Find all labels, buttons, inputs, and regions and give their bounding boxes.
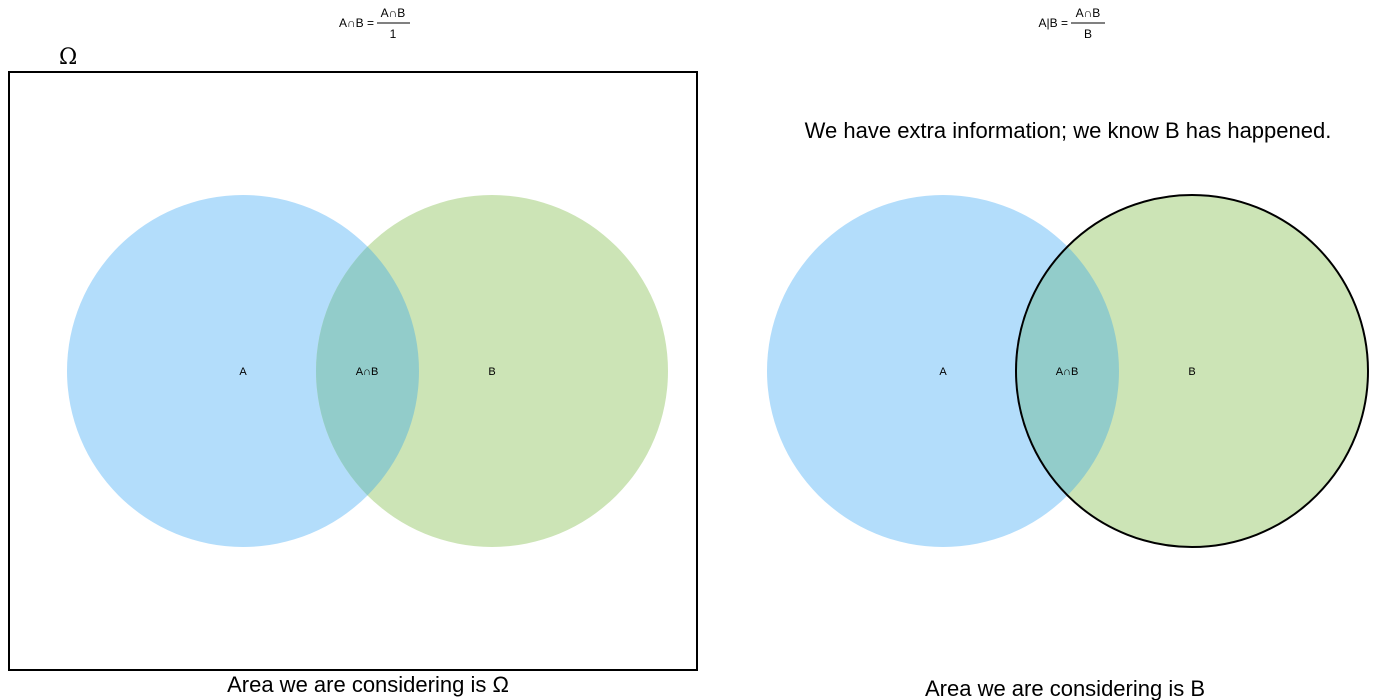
set-b-label: B [488, 366, 495, 378]
left-formula-denominator: 1 [390, 27, 397, 41]
set-a-label: A [939, 366, 947, 378]
right-formula-numerator: A∩B [1076, 6, 1101, 20]
left-panel: A∩B = A∩B 1 Ω A A∩B B Area we are consid… [8, 6, 698, 697]
set-b-circle [316, 195, 668, 547]
right-formula-lhs: A|B = [1039, 16, 1068, 30]
set-a-circle [67, 195, 419, 547]
extra-information-text: We have extra information; we know B has… [805, 118, 1332, 143]
set-a-circle [767, 195, 1119, 547]
intersection-label: A∩B [356, 366, 379, 378]
universe-rectangle [8, 71, 698, 671]
universe-omega-label: Ω [59, 45, 77, 70]
set-b-label: B [1188, 366, 1195, 378]
right-caption: Area we are considering is B [925, 676, 1205, 700]
left-caption: Area we are considering is Ω [227, 672, 509, 697]
left-formula-numerator: A∩B [381, 6, 406, 20]
left-formula: A∩B = A∩B 1 [339, 6, 410, 41]
set-a-label: A [239, 366, 247, 378]
left-formula-lhs: A∩B = [339, 16, 374, 30]
right-formula-denominator: B [1084, 27, 1092, 41]
set-b-circle [1016, 195, 1368, 547]
intersection-label: A∩B [1056, 366, 1079, 378]
right-panel: A|B = A∩B B We have extra information; w… [767, 6, 1369, 700]
right-formula: A|B = A∩B B [1039, 6, 1105, 41]
set-b-outline [1015, 194, 1369, 548]
